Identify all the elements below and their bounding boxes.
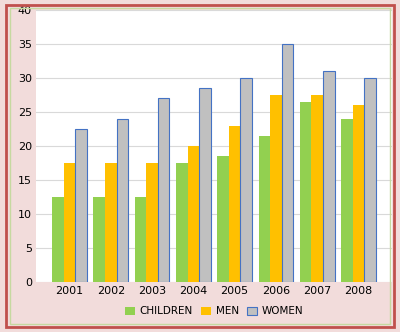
Bar [323, 71, 334, 282]
Bar [94, 197, 105, 282]
Bar [270, 95, 282, 282]
Bar [176, 163, 188, 282]
Bar [188, 146, 199, 282]
Bar [105, 163, 116, 282]
Bar [52, 197, 64, 282]
Bar [240, 78, 252, 282]
Bar [300, 102, 312, 282]
Bar [312, 95, 323, 282]
Bar [158, 99, 170, 282]
Bar [229, 126, 240, 282]
Bar [199, 88, 211, 282]
Bar [258, 136, 270, 282]
Bar [64, 163, 75, 282]
Bar [135, 197, 146, 282]
Legend: CHILDREN, MEN, WOMEN: CHILDREN, MEN, WOMEN [121, 302, 307, 321]
Bar [217, 156, 229, 282]
Bar [364, 78, 376, 282]
Bar [353, 105, 364, 282]
Bar [282, 44, 293, 282]
Bar [341, 119, 353, 282]
Bar [116, 119, 128, 282]
Bar [146, 163, 158, 282]
Bar [75, 129, 87, 282]
